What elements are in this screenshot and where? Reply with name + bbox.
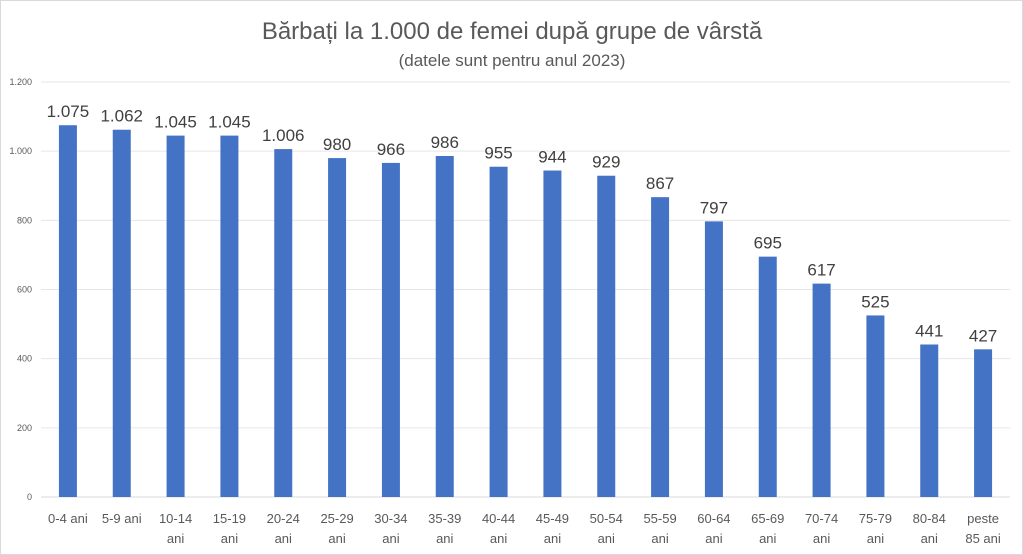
x-tick-label: ani [651,531,668,546]
data-label: 867 [646,174,674,193]
bar [112,129,131,497]
y-tick-label: 1.000 [9,146,32,156]
data-label: 929 [592,153,620,172]
x-tick-label: ani [705,531,722,546]
x-tick-label: 10-14 [159,511,192,526]
x-tick-label: 15-19 [213,511,246,526]
y-tick-label: 0 [27,492,32,502]
x-tick-label: peste [967,511,999,526]
x-tick-label: 0-4 ani [48,511,88,526]
data-label: 944 [538,148,566,167]
x-tick-label: ani [275,531,292,546]
x-tick-label: 75-79 [859,511,892,526]
x-tick-label: ani [328,531,345,546]
x-tick-label: 60-64 [697,511,730,526]
y-tick-label: 400 [17,354,32,364]
x-tick-label: ani [759,531,776,546]
x-tick-label: ani [867,531,884,546]
x-tick-label: ani [544,531,561,546]
data-label: 695 [754,234,782,253]
bar [58,125,77,498]
bar [866,315,885,497]
bar [974,349,993,497]
data-label: 441 [915,321,943,340]
data-label: 1.045 [154,113,197,132]
bar [758,256,777,497]
chart-title: Bărbați la 1.000 de femei după grupe de … [262,18,763,45]
x-tick-label: ani [921,531,938,546]
x-tick-label: 50-54 [590,511,623,526]
x-tick-label: ani [598,531,615,546]
y-tick-label: 800 [17,215,32,225]
data-label: 1.006 [262,126,305,145]
x-tick-label: 35-39 [428,511,461,526]
x-tick-label: 30-34 [374,511,407,526]
x-tick-label: 25-29 [320,511,353,526]
bar [651,197,670,497]
bar [328,158,347,498]
x-tick-label: 70-74 [805,511,838,526]
data-label: 986 [431,133,459,152]
x-tick-label: 80-84 [913,511,946,526]
x-tick-label: ani [436,531,453,546]
bar [435,156,454,497]
data-label: 617 [807,261,835,280]
x-tick-label: ani [490,531,507,546]
data-label: 1.045 [208,113,251,132]
bar [274,149,293,497]
x-tick-label: 45-49 [536,511,569,526]
bar [597,175,616,498]
y-tick-label: 600 [17,285,32,295]
y-tick-label: 1.200 [9,77,32,87]
data-label: 1.075 [47,102,90,121]
y-tick-label: 200 [17,423,32,433]
bar [920,344,939,497]
bar [704,221,723,497]
x-tick-label: 40-44 [482,511,515,526]
x-tick-label: ani [813,531,830,546]
x-tick-label: ani [382,531,399,546]
bar [381,162,400,498]
chart-subtitle: (datele sunt pentru anul 2023) [399,51,626,70]
x-tick-label: 55-59 [643,511,676,526]
bar [220,135,239,497]
data-label: 980 [323,135,351,154]
data-label: 525 [861,292,889,311]
bar [166,135,185,497]
x-tick-label: 85 ani [965,531,1001,546]
x-tick-label: 20-24 [267,511,300,526]
data-label: 797 [700,198,728,217]
bar [489,166,508,497]
data-label: 955 [484,144,512,163]
x-tick-label: ani [221,531,238,546]
bar [543,170,562,498]
bar [812,283,831,497]
data-label: 427 [969,326,997,345]
x-tick-label: 65-69 [751,511,784,526]
data-label: 966 [377,140,405,159]
data-label: 1.062 [100,107,143,126]
x-tick-label: 5-9 ani [102,511,142,526]
x-tick-label: ani [167,531,184,546]
